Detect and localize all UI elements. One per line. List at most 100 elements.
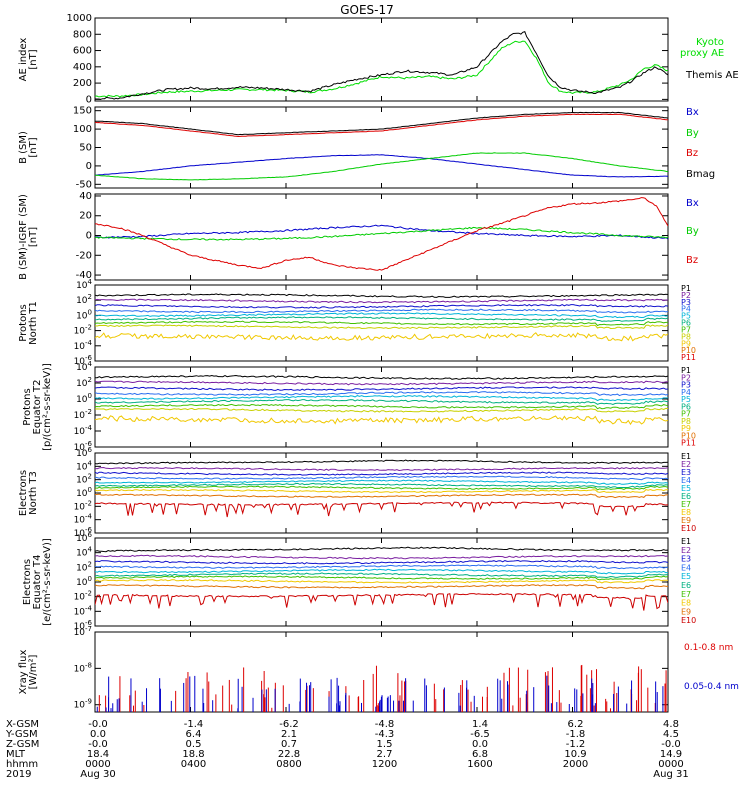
ephemeris-value: 1600 [467, 759, 492, 770]
legend-p5: P5 [681, 395, 691, 404]
y-tick-label: 20 [79, 211, 92, 222]
legend-e3: E3 [681, 555, 691, 564]
legend-e8: E8 [681, 508, 691, 517]
legend-e2: E2 [681, 460, 691, 469]
legend-p11: P11 [681, 439, 696, 448]
legend-bx: Bx [686, 107, 699, 118]
y-axis-label: ElectronsNorth T3 [18, 470, 39, 516]
ephemeris-row-label: MLT [6, 749, 26, 760]
series-e3-line [95, 559, 668, 565]
ephemeris-value: 6.2 [568, 719, 584, 730]
legend-e7: E7 [681, 590, 691, 599]
legend-e7: E7 [681, 500, 691, 509]
y-tick-label: 10-4 [74, 424, 93, 437]
legend-e8: E8 [681, 599, 691, 608]
legend-e10: E10 [681, 616, 696, 625]
legend-e4: E4 [681, 476, 691, 485]
legend-p7: P7 [681, 325, 691, 334]
legend-p3: P3 [681, 298, 691, 307]
legend-themis-ae: Themis AE [685, 70, 739, 81]
y-tick-label: 10-6 [74, 619, 93, 632]
y-axis-label: ProtonsEquator T2[p/(cm²-s-sr-keV)] [22, 363, 53, 451]
series-e1-line [95, 459, 668, 465]
y-tick-label: 10-2 [74, 590, 92, 603]
series-e9-line [95, 584, 668, 590]
y-tick-label: 102 [76, 473, 92, 486]
ephemeris-value: 0000 [85, 759, 110, 770]
series-p5-line [95, 312, 668, 319]
series-p8-line [95, 324, 668, 330]
y-tick-label: 104 [76, 459, 92, 472]
y-tick-label: 0 [86, 94, 92, 105]
series-p9-line [95, 332, 668, 342]
ephemeris-value: 4.8 [663, 719, 679, 730]
legend-p6: P6 [681, 319, 691, 328]
series-e9-line [95, 493, 668, 499]
legend-p7: P7 [681, 410, 691, 419]
ephemeris-value: -6.2 [279, 719, 299, 730]
legend-p8: P8 [681, 417, 691, 426]
series-p6-line [95, 399, 668, 406]
y-tick-label: 800 [73, 29, 92, 40]
series-e5-line [95, 568, 668, 575]
legend-e10: E10 [681, 524, 696, 533]
y-tick-label: 100 [76, 575, 92, 588]
ephemeris-value: -4.3 [375, 729, 395, 740]
y-tick-label: -40 [76, 270, 92, 281]
legend-p8: P8 [681, 332, 691, 341]
series-e2-line [95, 466, 668, 472]
legend-by: By [686, 128, 699, 139]
series-p1-line [95, 374, 668, 380]
series-e10-line [95, 501, 668, 518]
y-tick-label: 1000 [67, 13, 92, 24]
series-e1-line [95, 546, 668, 553]
ephemeris-value: 0.5 [186, 739, 202, 750]
series-p9-line [95, 415, 668, 426]
series-e10-line [95, 593, 668, 611]
ephemeris-value: 6.8 [472, 749, 488, 760]
legend-e9: E9 [681, 607, 691, 616]
y-tick-label: 10-9 [74, 698, 92, 711]
legend-e6: E6 [681, 492, 691, 501]
ephemeris-row-label: X-GSM [6, 719, 39, 730]
series-p8-line [95, 407, 668, 413]
legend-e3: E3 [681, 468, 691, 477]
y-tick-label: 104 [76, 546, 92, 559]
series-p2-line [95, 298, 668, 304]
legend-bz: Bz [686, 148, 698, 159]
ephemeris-value: Aug 31 [653, 769, 688, 780]
y-tick-label: 10-7 [74, 625, 92, 638]
ephemeris-value: 0.0 [90, 729, 106, 740]
ephemeris-value: 18.8 [182, 749, 204, 760]
y-tick-label: 100 [76, 486, 92, 499]
panel-b_igrf: -40 -20 0 20 40 B (SM)-IGRF (SM)[nT] Bx By Bz [18, 191, 699, 281]
legend-by: By [686, 226, 699, 237]
legend-p2: P2 [681, 373, 691, 382]
ephemeris-value: 1200 [372, 759, 397, 770]
ephemeris-value: 0400 [181, 759, 206, 770]
y-axis-label: B (SM)-IGRF (SM)[nT] [18, 194, 39, 280]
ephemeris-row-label: Y-GSM [5, 729, 38, 740]
y-tick-label: 10-4 [74, 604, 93, 617]
y-tick-label: 50 [79, 143, 92, 154]
ephemeris-row-label: 2019 [6, 769, 31, 780]
ephemeris-value: -1.4 [184, 719, 204, 730]
y-tick-label: 10-6 [74, 440, 93, 453]
legend-bz: Bz [686, 255, 698, 266]
series-bx-line [95, 224, 668, 240]
y-tick-label: 0 [86, 231, 92, 242]
y-tick-label: 104 [76, 360, 92, 373]
series-bz-line [95, 197, 668, 271]
legend-e6: E6 [681, 581, 691, 590]
legend-p2: P2 [681, 291, 691, 300]
ephemeris-value: -1.2 [566, 739, 586, 750]
y-tick-label: 10-2 [74, 324, 92, 337]
ephemeris-row-label: Z-GSM [6, 739, 39, 750]
series-p4-line [95, 391, 668, 397]
series-p7-line [95, 320, 668, 327]
ephemeris-value: -0.0 [661, 739, 681, 750]
series-p2-line [95, 380, 668, 386]
legend-bmag: Bmag [686, 169, 715, 180]
ephemeris-value: 0800 [276, 759, 301, 770]
